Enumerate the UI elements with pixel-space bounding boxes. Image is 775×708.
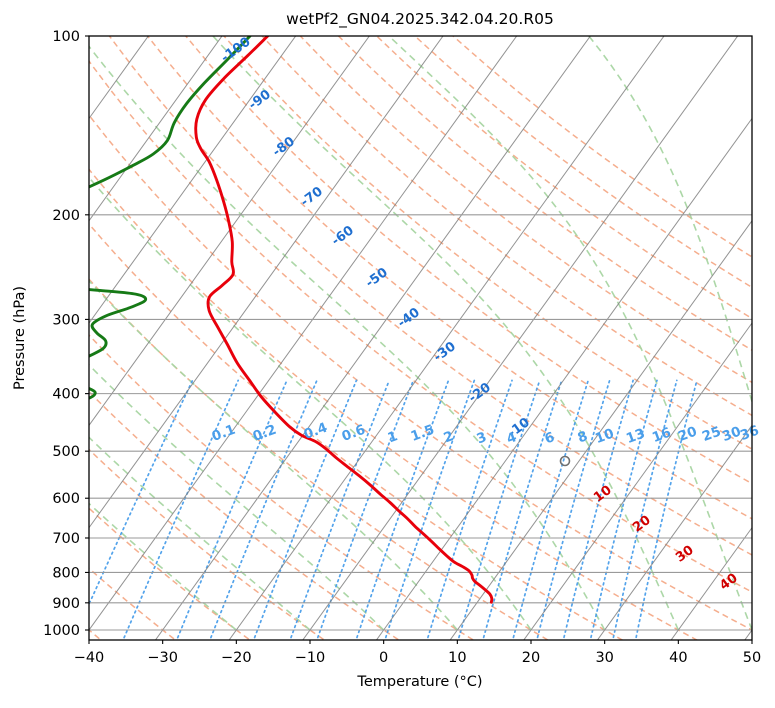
mixing-ratio-line <box>175 379 288 640</box>
mix-labels-13: 16 <box>650 425 673 446</box>
moist-adiabat <box>588 36 752 405</box>
y-tick-label: 300 <box>52 312 80 328</box>
moist-adiabat <box>89 436 311 631</box>
isotherm-line <box>228 36 665 640</box>
profile-series[interactable] <box>0 36 494 604</box>
plot-background <box>89 36 752 640</box>
x-tick-label: 0 <box>379 650 388 666</box>
x-tick-label: −20 <box>221 650 252 666</box>
x-tick-label: 50 <box>743 650 761 666</box>
isotherm-line <box>89 36 223 222</box>
mixing-ratio-line <box>384 379 476 640</box>
x-tick-label: 40 <box>669 650 687 666</box>
x-tick-label: −40 <box>74 650 105 666</box>
mix-labels-5: 1.5 <box>409 422 437 445</box>
pressure-gridlines <box>89 36 752 631</box>
y-tick-label: 1000 <box>43 623 80 639</box>
dry-adiabat <box>299 36 752 384</box>
mixing-ratio-line <box>89 379 194 607</box>
y-tick-label: 700 <box>52 531 80 547</box>
x-axis-ticks: −40 −30 −20 −10 0 10 20 30 40 50 <box>74 640 761 666</box>
mixing-ratio-line <box>426 379 513 640</box>
y-tick-label: 600 <box>52 491 80 507</box>
mixing-ratio-line <box>611 379 678 640</box>
mix-labels-12: 13 <box>624 426 647 447</box>
dry-adiabat <box>337 36 752 351</box>
y-tick-label: 500 <box>52 444 80 460</box>
isotherm-line <box>89 36 518 631</box>
mixing-ratio-line <box>482 379 563 640</box>
moist-adiabat <box>89 502 237 631</box>
mix-labels-16: 30 <box>720 424 743 445</box>
mix-labels-15: 25 <box>700 424 723 445</box>
isotherm-line <box>449 219 752 640</box>
isotherm-line <box>596 424 752 640</box>
mixing-ratio-line <box>589 379 658 640</box>
x-tick-label: −30 <box>147 650 178 666</box>
y-tick-label: 900 <box>52 596 80 612</box>
mixing-ratio-line <box>122 379 240 640</box>
x-tick-label: 10 <box>448 650 466 666</box>
isotherm-lines <box>89 36 752 640</box>
mixing-ratio-line <box>457 379 541 640</box>
mix-labels-1: 0.2 <box>251 422 279 445</box>
mixing-ratio-line <box>511 379 590 640</box>
isotherm-line <box>523 322 752 640</box>
y-tick-label: 200 <box>52 208 80 224</box>
isotherm-line <box>89 36 149 120</box>
axes-frame <box>88 35 753 641</box>
y-tick-label: 800 <box>52 565 80 581</box>
lcl-marker[interactable] <box>559 455 571 467</box>
isotherm-line <box>670 526 752 640</box>
chart-markers[interactable] <box>559 455 571 467</box>
mixing-ratio-line <box>536 379 611 640</box>
isotherm-line <box>375 117 752 640</box>
mixing-ratio-line <box>634 379 698 640</box>
x-tick-label: 30 <box>595 650 613 666</box>
y-axis-title: Pressure (hPa) <box>12 286 28 390</box>
x-tick-label: 20 <box>522 650 540 666</box>
moist-adiabat <box>388 36 752 631</box>
mix-labels-17: 36 <box>738 423 761 444</box>
mixing-ratio-line <box>562 379 634 640</box>
plot-border <box>88 35 753 641</box>
mixing-ratio-line <box>252 379 358 640</box>
dry-adiabat <box>376 36 752 320</box>
moist-adiabat <box>89 176 532 631</box>
moist-adiabat <box>89 363 385 631</box>
dry-adiabat <box>89 333 475 640</box>
x-axis-title: Temperature (°C) <box>356 674 482 690</box>
y-tick-label: 100 <box>52 29 80 45</box>
mix-labels-2: 0.4 <box>302 420 330 443</box>
isotherm-line <box>89 36 297 324</box>
y-tick-label: 400 <box>52 387 80 403</box>
mixing-ratio-line <box>355 379 450 640</box>
isotherm-line <box>302 36 739 640</box>
dry-adiabat <box>185 36 752 485</box>
mixing-ratio-line <box>209 379 318 640</box>
moist-adiabat <box>89 45 606 631</box>
mix-labels-11: 10 <box>593 426 616 447</box>
y-axis-ticks: 100 200 300 400 500 600 700 800 900 1000 <box>43 29 89 639</box>
isotherm-line <box>154 36 591 640</box>
dry-adiabat <box>108 36 752 556</box>
x-tick-label: −10 <box>295 650 326 666</box>
moist-adiabat <box>89 279 458 631</box>
isotherm-line <box>89 36 444 529</box>
profile-line-temperature[interactable] <box>194 36 494 604</box>
mix-labels-0: 0.1 <box>210 422 238 445</box>
isotherm-line <box>89 36 370 427</box>
chart-title: wetPf2_GN04.2025.342.04.20.R05 <box>286 10 554 29</box>
mixing-ratio-lines <box>89 379 698 640</box>
mix-labels-14: 20 <box>676 424 699 445</box>
dry-adiabat <box>89 59 752 593</box>
mix-labels-3: 0.6 <box>340 422 368 445</box>
